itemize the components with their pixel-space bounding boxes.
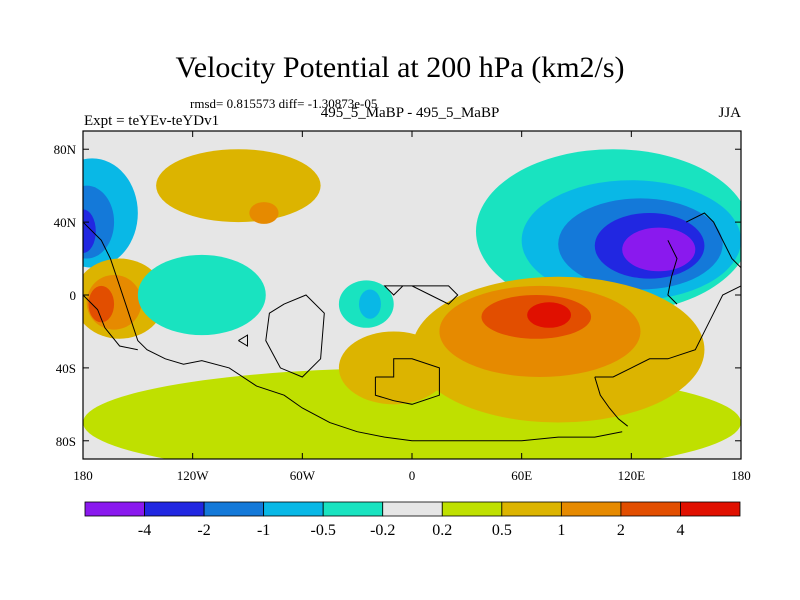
colorbar-label: -1 <box>257 522 270 539</box>
contour-na-low-base <box>156 149 321 223</box>
coastline <box>685 212 741 269</box>
colorbar-box <box>680 501 741 517</box>
coastline <box>594 376 629 427</box>
colorbar-box <box>560 501 622 517</box>
contour-samerica-neg <box>137 254 266 336</box>
axes: 180 120W 60W 0 60E 120E 180 80N 40N 0 40S 80S <box>54 131 751 483</box>
colorbar-box <box>203 501 265 517</box>
y-tick-label: 40S <box>56 361 76 376</box>
colorbar-label: -0.5 <box>311 522 336 539</box>
x-tick-label: 120E <box>618 468 646 483</box>
colorbar-box <box>620 501 681 517</box>
x-tick-label: 60W <box>290 468 316 483</box>
colorbar-label: 0.2 <box>432 522 452 539</box>
colorbar-label: -0.2 <box>370 522 395 539</box>
y-tick-label: 80S <box>56 434 76 449</box>
contour-epac-pos <box>88 285 115 323</box>
colorbar-label: 0.5 <box>492 522 512 539</box>
colorbar: -4 -2 -1 -0.5 -0.2 0.2 0.5 1 2 4 <box>84 501 741 539</box>
x-tick-label: 180 <box>73 468 93 483</box>
experiment-label: Expt = teYEv-teYDv1 <box>84 113 220 129</box>
x-tick-label: 120W <box>177 468 210 483</box>
contour-npacific-neg <box>83 209 96 254</box>
colorbar-label: -2 <box>197 522 210 539</box>
x-tick-label: 180 <box>731 468 751 483</box>
contour-atl-neg <box>358 289 381 319</box>
coastlines <box>83 212 741 442</box>
colorbar-box <box>501 501 562 517</box>
y-tick-label: 80N <box>54 142 77 157</box>
colorbar-label: -4 <box>138 522 151 539</box>
colorbar-box <box>382 501 443 517</box>
contour-na-low-peak <box>249 202 279 224</box>
case-label: 495_5_MaBP - 495_5_MaBP <box>320 105 500 121</box>
y-tick-label: 40N <box>54 215 77 230</box>
coastline <box>383 285 459 305</box>
x-tick-label: 0 <box>409 468 416 483</box>
colorbar-box <box>144 501 205 517</box>
colorbar-label: 4 <box>676 522 684 539</box>
coastline <box>594 285 741 378</box>
y-tick-label: 0 <box>70 288 77 303</box>
coastline <box>83 221 623 442</box>
coastline <box>265 294 325 378</box>
season-label: JJA <box>718 105 741 121</box>
colorbar-box <box>322 501 384 517</box>
colorbar-box <box>84 501 145 517</box>
colorbar-box <box>441 501 503 517</box>
coastline <box>83 294 138 351</box>
colorbar-label: 2 <box>617 522 625 539</box>
contour-field <box>83 131 741 459</box>
stats-label: rmsd= 0.815573 diff= -1.30873e-05 <box>190 96 378 111</box>
colorbar-box <box>263 501 324 517</box>
coastline <box>667 240 678 305</box>
x-tick-label: 60E <box>511 468 532 483</box>
contour-asia-neg <box>622 227 696 272</box>
contour-io-pos <box>527 302 572 328</box>
coastline <box>374 358 440 405</box>
colorbar-label: 1 <box>557 522 565 539</box>
coastline <box>238 334 248 347</box>
plot-title: Velocity Potential at 200 hPa (km2/s) <box>175 51 625 84</box>
